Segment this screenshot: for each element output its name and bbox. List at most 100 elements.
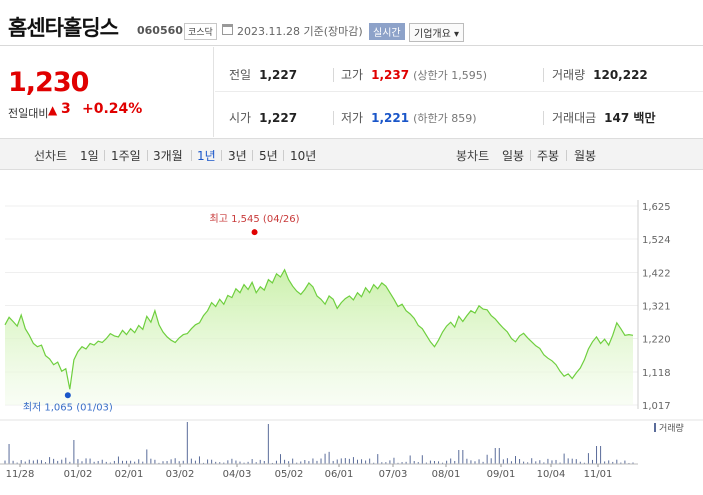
volume-bar (243, 462, 245, 464)
volume-bar (126, 460, 128, 464)
price-chart-svg[interactable]: 1,017 1,118 1,220 1,321 1,422 1,524 1,625 최고 1… (0, 172, 703, 495)
volume-bar (361, 459, 363, 464)
period-1y[interactable]: 1년 (197, 149, 216, 163)
volume-bar (401, 462, 403, 464)
volume-bar (393, 457, 395, 464)
candle-chart-label: 봉차트 (456, 149, 490, 163)
period-3m[interactable]: 3개월 (153, 149, 183, 163)
company-overview-button[interactable]: 기업개요 ▾ (409, 23, 464, 42)
volume-bar (81, 461, 83, 464)
volume-bar (4, 460, 6, 464)
volume-bar (235, 460, 237, 464)
price-summary: 1,230 전일대비 ▲ 3 +0.24% (0, 47, 214, 137)
volume-bar (251, 459, 253, 464)
volume-bar (12, 460, 14, 464)
volume-bar (57, 460, 59, 464)
volume-bar (352, 457, 354, 464)
volume-bar (247, 461, 249, 464)
y-tick-label: 1,422 (642, 268, 671, 279)
period-3y[interactable]: 3년 (228, 149, 247, 163)
volume-bar (182, 460, 184, 464)
price-chart[interactable]: 1,017 1,118 1,220 1,321 1,422 1,524 1,625 최고 1… (0, 172, 703, 495)
up-arrow-icon: ▲ (48, 103, 58, 117)
volume-bar (97, 460, 99, 464)
volume-bar (239, 461, 241, 464)
volume-bar (223, 462, 225, 464)
volume-bar (421, 455, 423, 464)
volume-bar (8, 444, 10, 464)
volume-bar (356, 459, 358, 464)
volume-bar (158, 462, 160, 464)
volume-bar (113, 460, 115, 464)
x-tick-label: 11/01 (584, 469, 613, 480)
volume-bar (620, 462, 622, 464)
candle-monthly[interactable]: 월봉 (574, 149, 597, 163)
volume-bar (267, 424, 269, 464)
x-tick-label: 02/01 (115, 469, 144, 480)
high-marker (251, 229, 258, 236)
volume-bar (130, 460, 132, 464)
volume-bar (502, 459, 504, 464)
volume-bar (154, 459, 156, 464)
volume-bar (490, 458, 492, 464)
volume-bar (45, 462, 47, 464)
volume-bar (336, 459, 338, 464)
candle-daily[interactable]: 일봉 (502, 149, 525, 163)
volume-bar (231, 458, 233, 464)
volume-bar (498, 448, 500, 464)
stat-low: 저가 1,221 (하한가 859) (341, 111, 477, 125)
volume-bar (397, 462, 399, 464)
volume-bar (20, 460, 22, 464)
realtime-button[interactable]: 실시간 (369, 23, 405, 40)
volume-bar (591, 459, 593, 464)
volume-bar (89, 458, 91, 464)
volume-bar (40, 460, 42, 464)
x-tick-label: 11/28 (6, 469, 35, 480)
volume-bar (304, 459, 306, 464)
volume-bar (16, 462, 18, 464)
volume-bar (105, 461, 107, 464)
low-label: 최저 1,065 (01/03) (23, 401, 113, 413)
period-1d[interactable]: 1일 (80, 149, 99, 163)
volume-bar (523, 461, 525, 464)
volume-bar (470, 460, 472, 464)
volume-bar (186, 422, 188, 464)
current-price: 1,230 (8, 67, 89, 98)
stat-volume: 거래량 120,222 (552, 68, 648, 82)
volume-bar (438, 461, 440, 464)
volume-bar (579, 461, 581, 464)
volume-bar (531, 458, 533, 464)
x-tick-label: 10/04 (537, 469, 566, 480)
volume-bar (109, 462, 111, 464)
period-10y[interactable]: 10년 (290, 149, 317, 163)
volume-bar (515, 456, 517, 464)
volume-bar (454, 460, 456, 464)
volume-bar (166, 461, 168, 464)
candle-weekly[interactable]: 주봉 (537, 149, 560, 163)
volume-bar (174, 458, 176, 464)
stock-code: 060560 (137, 24, 183, 37)
volume-bar (308, 461, 310, 464)
volume-bar (162, 461, 164, 464)
volume-bar (170, 459, 172, 464)
period-5y[interactable]: 5년 (259, 149, 278, 163)
volume-bar (296, 462, 298, 464)
x-tick-label: 09/01 (487, 469, 516, 480)
volume-bar (389, 460, 391, 464)
volume-bar (69, 461, 71, 464)
volume-bar (559, 462, 561, 464)
volume-bar (458, 450, 460, 464)
y-tick-label: 1,220 (642, 335, 671, 346)
volume-bar (28, 459, 30, 464)
volume-bar (547, 458, 549, 464)
volume-bar (587, 453, 589, 464)
volume-bar (73, 440, 75, 464)
volume-bar (429, 460, 431, 464)
volume-bar (551, 460, 553, 464)
volume-bar (632, 462, 634, 464)
volume-bar (320, 458, 322, 464)
volume-bar (316, 460, 318, 464)
volume-bar (259, 459, 261, 464)
period-1w[interactable]: 1주일 (111, 149, 141, 163)
stat-high: 고가 1,237 (상한가 1,595) (341, 68, 487, 82)
